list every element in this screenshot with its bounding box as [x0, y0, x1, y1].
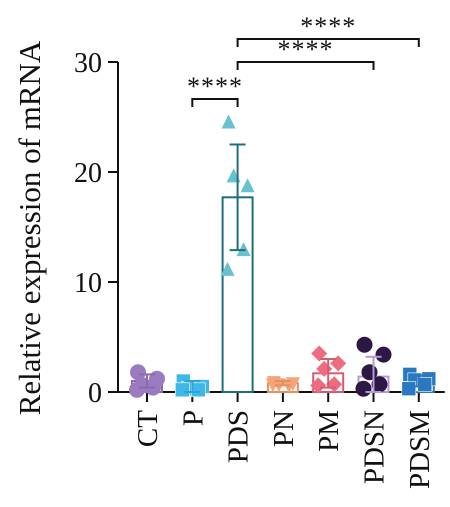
- data-point: [129, 381, 145, 398]
- data-point: [401, 381, 417, 397]
- x-tick-label: PDSM: [404, 410, 436, 489]
- x-tick-label: PDS: [223, 410, 255, 463]
- significance-brackets: ************: [187, 12, 420, 107]
- data-point: [240, 178, 255, 193]
- x-tick-label: P: [177, 410, 209, 426]
- data-point: [356, 336, 373, 353]
- data-point: [330, 355, 347, 372]
- significance-label: ****: [187, 72, 243, 101]
- data-point: [375, 346, 392, 363]
- axes: 0 10 20 30 CT P PDS PN PM PDSN PDSM: [74, 48, 445, 489]
- x-tick-label: PDSN: [359, 410, 391, 484]
- data-point: [175, 382, 190, 398]
- data-points: [129, 114, 437, 398]
- data-point: [361, 364, 378, 381]
- y-tick-label: 0: [88, 378, 102, 409]
- data-point: [191, 382, 206, 398]
- bars: [131, 196, 435, 394]
- data-point: [417, 376, 433, 392]
- x-tick-label: CT: [132, 410, 164, 447]
- y-tick-label: 20: [74, 158, 102, 189]
- data-point: [220, 261, 235, 276]
- error-bars: [139, 143, 427, 393]
- data-point: [355, 380, 372, 397]
- x-tick-label: PM: [313, 410, 345, 452]
- significance-bracket: [236, 38, 420, 47]
- y-tick-label: 30: [74, 48, 102, 79]
- data-point: [311, 345, 328, 362]
- data-point: [310, 377, 327, 394]
- significance-bracket: [191, 98, 239, 107]
- significance-label: ****: [300, 12, 356, 41]
- y-tick-label: 10: [74, 268, 102, 299]
- data-point: [221, 114, 236, 129]
- data-point: [316, 360, 333, 377]
- y-axis-label: Relative expression of mRNA: [12, 40, 47, 415]
- significance-bracket: [236, 61, 375, 70]
- x-tick-label: PN: [268, 410, 300, 447]
